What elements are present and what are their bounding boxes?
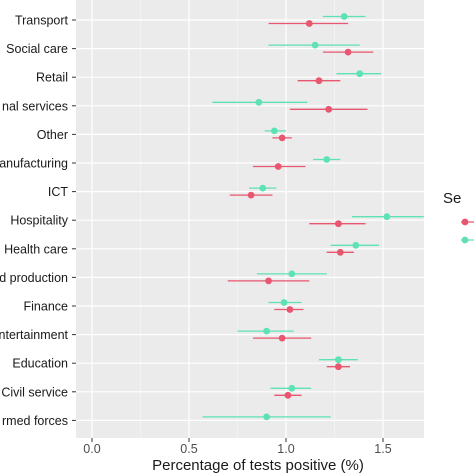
data-point <box>344 48 352 56</box>
data-point <box>315 77 323 85</box>
x-axis-ticks: 0.0 0.5 1.0 1.5 <box>83 438 392 456</box>
data-point <box>263 327 270 335</box>
category-label: Retail <box>36 71 68 85</box>
data-point <box>323 156 331 163</box>
data-point <box>265 277 272 285</box>
grid-lines <box>76 0 424 438</box>
data-point <box>356 70 364 78</box>
legend-key-point <box>461 218 469 226</box>
category-label: d production <box>0 271 68 285</box>
data-point <box>336 248 344 256</box>
x-tick-label: 0.5 <box>180 442 197 456</box>
data-point <box>334 363 342 371</box>
data-point <box>305 20 313 27</box>
data-point <box>325 105 333 113</box>
data-point <box>334 220 342 228</box>
legend: Se <box>443 190 474 244</box>
category-label: rmed forces <box>2 414 68 428</box>
data-point <box>263 413 270 421</box>
category-label: Transport <box>15 14 69 28</box>
category-labels: Transport Social care Retail nal services Ot… <box>0 14 76 428</box>
category-label: Hospitality <box>10 214 68 228</box>
category-label: Social care <box>6 42 68 56</box>
category-label: Education <box>12 357 68 371</box>
data-point <box>247 191 255 199</box>
data-point <box>340 13 348 20</box>
data-point <box>284 391 292 399</box>
data-point <box>334 356 342 364</box>
legend-title: Se <box>443 190 461 207</box>
data-point <box>311 41 319 49</box>
data-point <box>383 213 391 221</box>
legend-key-point <box>461 236 469 244</box>
data-point <box>288 270 296 278</box>
data-point <box>259 184 267 192</box>
x-axis-title: Percentage of tests positive (%) <box>152 457 364 474</box>
data-point <box>286 306 294 313</box>
category-label: nal services <box>2 99 68 113</box>
x-tick-label: 1.0 <box>277 442 294 456</box>
plot-panel <box>76 0 424 438</box>
data-point <box>352 241 360 249</box>
category-label: Civil service <box>1 385 68 399</box>
x-tick-label: 1.5 <box>374 442 391 456</box>
category-label: anufacturing <box>0 157 68 171</box>
category-label: Other <box>37 128 68 142</box>
x-tick-label: 0.0 <box>83 442 100 456</box>
data-point <box>270 127 278 135</box>
category-label: Finance <box>24 300 69 314</box>
data-point <box>280 299 288 306</box>
category-label: ICT <box>48 185 69 199</box>
data-marks <box>202 13 424 421</box>
data-point <box>255 98 263 106</box>
data-point <box>278 334 286 342</box>
data-point <box>274 163 282 170</box>
category-label: ntertainment <box>0 328 69 342</box>
category-label: Health care <box>4 242 68 256</box>
data-point <box>278 134 286 142</box>
data-point <box>288 384 296 392</box>
